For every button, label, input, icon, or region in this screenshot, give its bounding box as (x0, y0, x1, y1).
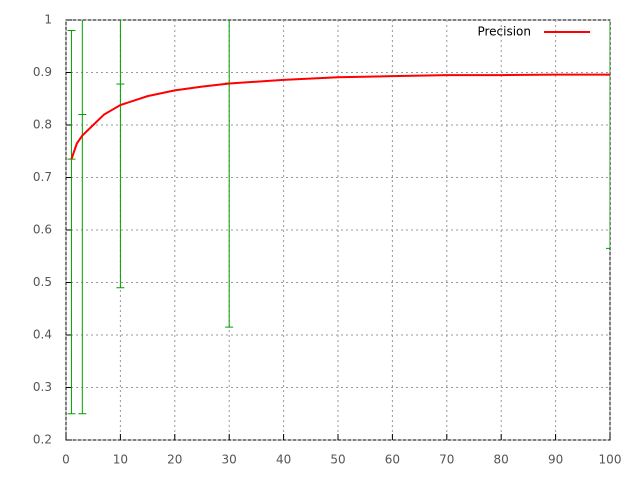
x-tick-label: 60 (385, 453, 400, 467)
x-tick-label: 90 (548, 453, 563, 467)
y-tick-label: 0.5 (33, 275, 52, 289)
y-tick-label: 0.6 (33, 223, 52, 237)
plot-area (67, 20, 610, 415)
legend-label: Precision (477, 25, 531, 39)
y-tick-label: 0.8 (33, 118, 52, 132)
x-tick-label: 70 (439, 453, 454, 467)
y-tick-label: 0.3 (33, 380, 52, 394)
x-tick-label: 10 (113, 453, 128, 467)
grid: 0.20.30.40.50.60.70.80.910 10 20 30 40 50 60 70… (33, 13, 622, 467)
y-tick-label: 1 (44, 13, 52, 27)
x-tick-label: 40 (276, 453, 291, 467)
legend: Precision (477, 25, 590, 39)
x-tick-label: 0 (62, 453, 70, 467)
y-tick-label: 0.7 (33, 170, 52, 184)
x-tick-label: 20 (167, 453, 182, 467)
x-tick-label: 100 (599, 453, 622, 467)
error-bar (606, 20, 610, 249)
y-tick-label: 0.4 (33, 328, 52, 342)
x-tick-label: 80 (494, 453, 509, 467)
y-tick-label: 0.2 (33, 433, 52, 447)
error-bar (67, 30, 76, 415)
x-tick-label: 30 (222, 453, 237, 467)
x-tick-label: 50 (330, 453, 345, 467)
error-bar (78, 20, 87, 415)
y-tick-label: 0.9 (33, 65, 52, 79)
line-series (70, 73, 610, 160)
error-bar (116, 20, 125, 289)
error-bar (225, 20, 234, 328)
